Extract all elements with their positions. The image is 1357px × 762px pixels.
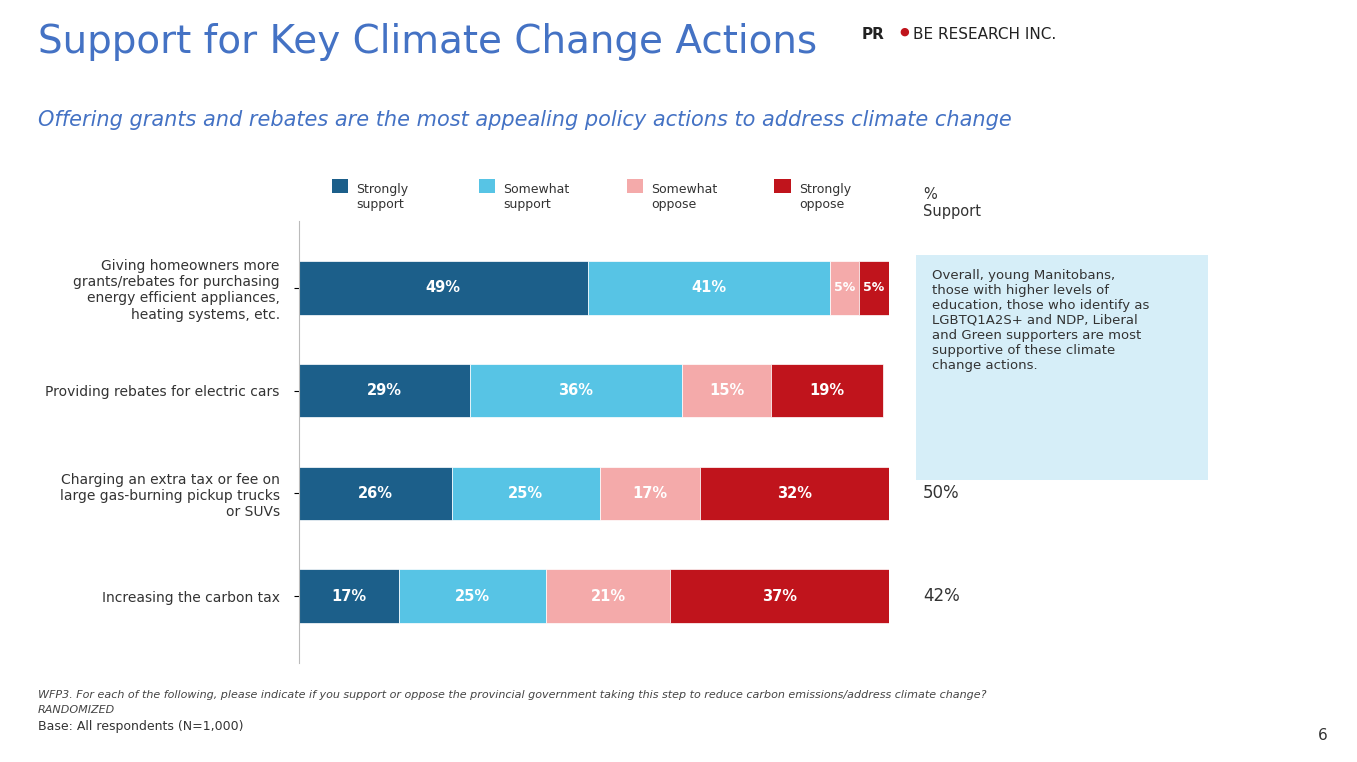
Text: 19%: 19% — [809, 383, 844, 398]
Text: 41%: 41% — [691, 280, 726, 296]
Text: PR: PR — [862, 27, 885, 42]
Text: Support for Key Climate Change Actions: Support for Key Climate Change Actions — [38, 23, 817, 61]
Text: 17%: 17% — [331, 588, 366, 604]
Text: Strongly
support: Strongly support — [356, 183, 408, 211]
Text: ●: ● — [900, 27, 909, 37]
Text: 25%: 25% — [455, 588, 490, 604]
Bar — [830, 261, 859, 315]
Bar — [670, 569, 889, 623]
Text: Offering grants and rebates are the most appealing policy actions to address cli: Offering grants and rebates are the most… — [38, 110, 1012, 130]
Text: 17%: 17% — [632, 486, 668, 501]
Text: 5%: 5% — [835, 281, 855, 294]
Text: Base: All respondents (N=1,000): Base: All respondents (N=1,000) — [38, 720, 243, 733]
Bar — [547, 569, 670, 623]
Bar — [683, 363, 771, 418]
Text: 50%: 50% — [923, 485, 959, 502]
Text: 49%: 49% — [426, 280, 460, 296]
Bar — [771, 363, 883, 418]
Bar — [600, 466, 700, 520]
Text: 36%: 36% — [559, 383, 593, 398]
Bar — [399, 569, 547, 623]
Bar — [299, 466, 452, 520]
Bar — [299, 569, 399, 623]
Bar — [299, 363, 470, 418]
Text: 90%: 90% — [923, 279, 959, 296]
Text: %
Support: % Support — [923, 187, 981, 219]
Text: 5%: 5% — [863, 281, 885, 294]
Text: 29%: 29% — [366, 383, 402, 398]
Text: 6: 6 — [1318, 728, 1327, 743]
Bar — [700, 466, 889, 520]
Text: 25%: 25% — [509, 486, 543, 501]
Bar — [859, 261, 889, 315]
Bar — [299, 261, 588, 315]
Text: BE RESEARCH INC.: BE RESEARCH INC. — [913, 27, 1057, 42]
Text: Somewhat
oppose: Somewhat oppose — [651, 183, 718, 211]
Text: 26%: 26% — [358, 486, 392, 501]
Text: Somewhat
support: Somewhat support — [503, 183, 570, 211]
Text: 42%: 42% — [923, 588, 959, 605]
Bar — [588, 261, 830, 315]
Bar — [452, 466, 600, 520]
Text: 65%: 65% — [923, 382, 959, 399]
Bar — [470, 363, 683, 418]
Text: 32%: 32% — [778, 486, 811, 501]
Text: Strongly
oppose: Strongly oppose — [799, 183, 851, 211]
Text: WFP3. For each of the following, please indicate if you support or oppose the pr: WFP3. For each of the following, please … — [38, 690, 987, 700]
Text: RANDOMIZED: RANDOMIZED — [38, 705, 115, 715]
Text: Overall, young Manitobans,
those with higher levels of
education, those who iden: Overall, young Manitobans, those with hi… — [932, 269, 1149, 372]
Text: 37%: 37% — [763, 588, 797, 604]
Text: 15%: 15% — [708, 383, 744, 398]
Text: 21%: 21% — [590, 588, 626, 604]
